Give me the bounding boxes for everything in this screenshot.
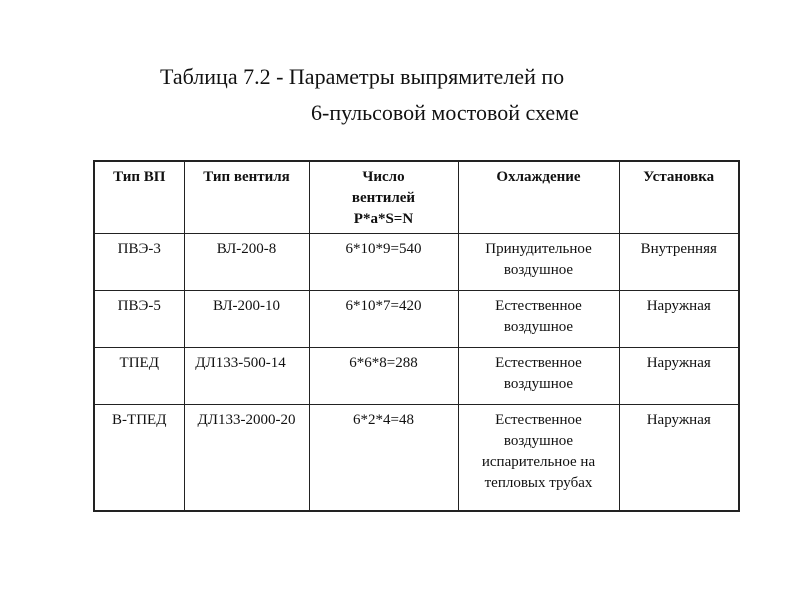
table-cell: 6*6*8=288: [308, 346, 459, 405]
header-row: Тип ВП Тип вентиля Число вентилей P*a*S=…: [93, 160, 740, 234]
table-row: ТПЕД ДЛ133-500-14 6*6*8=288 Естественное…: [93, 346, 740, 405]
table-cell: В-ТПЕД: [93, 403, 185, 512]
table-cell: Внутренняя: [618, 232, 740, 291]
table-cell: ПВЭ-3: [93, 232, 185, 291]
table-caption-line2: 6-пульсовой мостовой схеме: [311, 100, 579, 125]
table-row: В-ТПЕД ДЛ133-2000-20 6*2*4=48 Естественн…: [93, 403, 740, 512]
table-cell: ВЛ-200-8: [183, 232, 310, 291]
header-cell: Тип ВП: [93, 160, 185, 234]
table-cell: Естественное воздушное: [457, 346, 620, 405]
table-row: ПВЭ-3 ВЛ-200-8 6*10*9=540 Принудительное…: [93, 232, 740, 291]
table-cell: Наружная: [618, 346, 740, 405]
table-row: ПВЭ-5 ВЛ-200-10 6*10*7=420 Естественное …: [93, 289, 740, 348]
table-cell: 6*2*4=48: [308, 403, 459, 512]
table-cell: Естественное воздушное: [457, 289, 620, 348]
rectifier-parameters-table: Тип ВП Тип вентиля Число вентилей P*a*S=…: [93, 160, 740, 512]
table-cell: 6*10*7=420: [308, 289, 459, 348]
header-cell: Тип вентиля: [183, 160, 310, 234]
table-cell: ТПЕД: [93, 346, 185, 405]
table-cell: Естественное воздушное испарительное на …: [457, 403, 620, 512]
table-caption-line1: Таблица 7.2 - Параметры выпрямителей по: [160, 64, 565, 89]
table-cell: ВЛ-200-10: [183, 289, 310, 348]
table-cell: Наружная: [618, 403, 740, 512]
table-cell: 6*10*9=540: [308, 232, 459, 291]
table-cell: Принудительное воздушное: [457, 232, 620, 291]
header-cell: Число вентилей P*a*S=N: [308, 160, 459, 234]
header-cell: Установка: [618, 160, 740, 234]
table-cell: ДЛ133-2000-20: [183, 403, 310, 512]
table-cell: Наружная: [618, 289, 740, 348]
table-cell: ДЛ133-500-14: [183, 346, 310, 405]
header-cell: Охлаждение: [457, 160, 620, 234]
table-cell: ПВЭ-5: [93, 289, 185, 348]
